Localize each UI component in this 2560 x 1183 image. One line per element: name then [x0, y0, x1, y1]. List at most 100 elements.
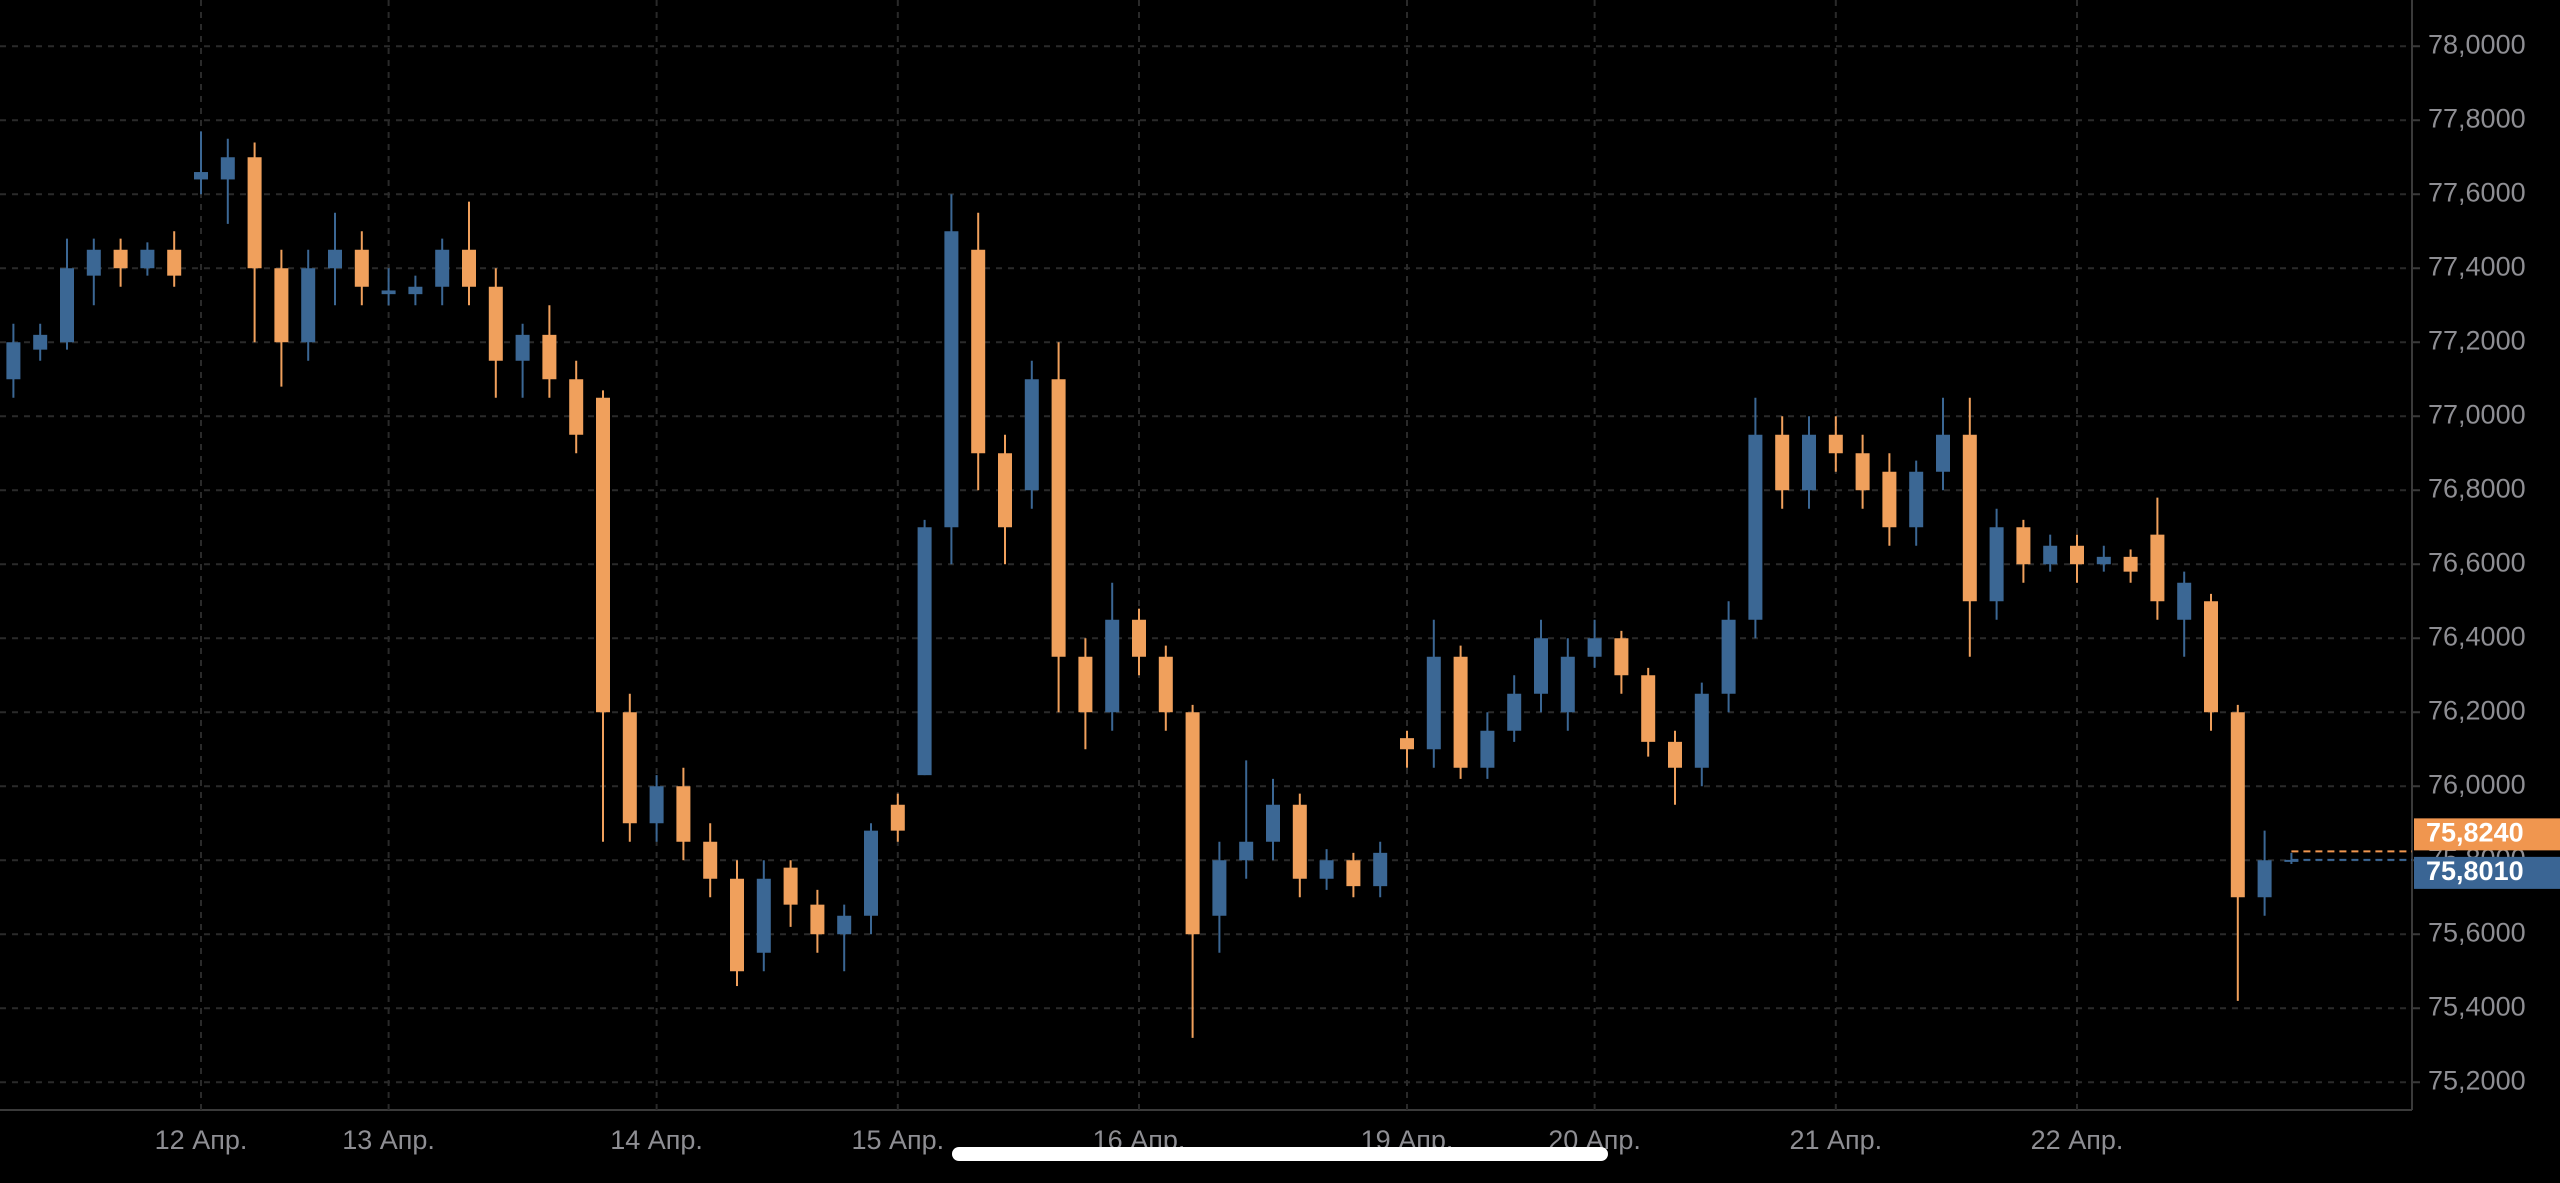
candle-body — [1239, 841, 1254, 861]
y-tick-label: 75,4000 — [2428, 991, 2526, 1021]
candle-body — [194, 172, 208, 180]
candle-body — [864, 830, 878, 916]
candle-body — [783, 867, 798, 905]
candle-body — [1587, 638, 1602, 657]
candle-body — [1373, 852, 1388, 887]
candle-body — [462, 249, 476, 287]
candle-body — [1828, 434, 1843, 454]
candle-body — [810, 904, 825, 935]
candle-body — [301, 268, 316, 343]
candle-body — [1426, 656, 1441, 750]
price-tag — [2414, 818, 2560, 851]
y-tick-label: 75,6000 — [2428, 917, 2526, 947]
candles — [6, 131, 2412, 1038]
y-tick-label: 76,8000 — [2428, 473, 2526, 503]
candle-body — [86, 249, 101, 276]
candle-body — [1775, 434, 1790, 491]
candle-body — [1132, 619, 1146, 657]
candle-body — [1694, 693, 1709, 768]
home-indicator — [952, 1147, 1608, 1161]
candle-body — [1534, 638, 1548, 694]
candle-body — [1882, 471, 1897, 528]
candle-body — [1105, 619, 1120, 713]
candle-body — [2123, 556, 2138, 572]
candle-body — [1614, 638, 1629, 676]
candle-body — [1560, 656, 1575, 713]
candle-body — [247, 157, 262, 269]
candle-body — [1962, 434, 1977, 602]
candle-body — [1024, 379, 1039, 491]
candle-body — [2070, 545, 2084, 565]
candle-body — [220, 157, 235, 180]
candle-body — [435, 249, 450, 287]
candle-body — [1453, 656, 1468, 768]
candle-body — [60, 268, 74, 343]
x-tick-label: 22 Апр. — [2031, 1125, 2124, 1155]
candle-body — [890, 804, 905, 831]
x-tick-label: 13 Апр. — [342, 1125, 435, 1155]
candle-body — [837, 915, 852, 935]
candle-body — [596, 397, 610, 713]
labels: 75,200075,400075,600075,800076,000076,20… — [155, 29, 2560, 1155]
candle-body — [1266, 804, 1280, 842]
y-tick-label: 77,6000 — [2428, 177, 2526, 207]
candle-body — [1989, 527, 2004, 602]
candle-body — [1480, 730, 1495, 768]
y-tick-label: 77,4000 — [2428, 251, 2526, 281]
candle-body — [649, 786, 664, 824]
y-tick-label: 76,6000 — [2428, 547, 2526, 577]
candle-body — [1400, 738, 1414, 750]
candle-body — [1668, 741, 1682, 768]
candle-body — [515, 334, 530, 361]
candle-body — [676, 786, 691, 842]
x-tick-label: 12 Апр. — [155, 1125, 248, 1155]
candle-body — [1748, 434, 1763, 620]
price-tag-label: 75,8240 — [2426, 817, 2524, 847]
candle-body — [408, 286, 423, 295]
y-tick-label: 76,2000 — [2428, 695, 2526, 725]
candle-body — [1212, 860, 1227, 916]
candle-body — [569, 379, 584, 435]
candle-body — [2257, 860, 2272, 898]
candle-body — [2150, 534, 2165, 602]
candle-body — [756, 878, 771, 953]
grid — [0, 0, 2420, 1110]
candle-body — [1319, 860, 1334, 879]
candle-body — [542, 334, 557, 380]
candle-body — [328, 249, 342, 269]
y-tick-label: 77,2000 — [2428, 325, 2526, 355]
candle-body — [33, 334, 48, 350]
candle-body — [1855, 453, 1870, 491]
y-tick-label: 75,2000 — [2428, 1065, 2526, 1095]
candle-body — [944, 231, 959, 528]
candle-body — [2096, 556, 2111, 565]
candle-body — [2016, 527, 2031, 565]
candle-body — [2043, 545, 2058, 565]
candle-body — [167, 249, 182, 276]
price-tag-label: 75,8010 — [2426, 856, 2524, 886]
candle-body — [113, 249, 128, 269]
y-tick-label: 76,4000 — [2428, 621, 2526, 651]
candle-body — [1346, 860, 1361, 887]
x-tick-label: 14 Апр. — [610, 1125, 703, 1155]
candle-body — [1721, 619, 1736, 694]
y-tick-label: 77,8000 — [2428, 103, 2526, 133]
candle-body — [1909, 471, 1924, 528]
candle-body — [730, 878, 744, 972]
candle-body — [917, 527, 932, 776]
candle-body — [381, 290, 396, 295]
candle-body — [2230, 712, 2245, 898]
candle-body — [1802, 434, 1816, 491]
candle-body — [622, 712, 637, 824]
candle-body — [998, 453, 1012, 528]
candle-body — [1936, 434, 1950, 472]
x-tick-label: 15 Апр. — [851, 1125, 944, 1155]
candle-body — [1641, 675, 1656, 742]
candle-body — [488, 286, 503, 361]
candle-body — [2204, 601, 2218, 713]
y-tick-label: 76,0000 — [2428, 769, 2526, 799]
y-tick-label: 78,0000 — [2428, 29, 2526, 59]
x-tick-label: 21 Апр. — [1789, 1125, 1882, 1155]
